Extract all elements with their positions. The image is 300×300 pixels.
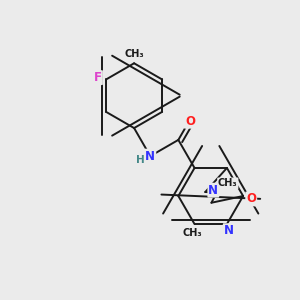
Text: O: O <box>185 115 195 128</box>
Text: N: N <box>208 184 218 197</box>
Text: O: O <box>246 193 256 206</box>
Text: CH₃: CH₃ <box>218 178 238 188</box>
Text: N: N <box>224 224 234 237</box>
Text: F: F <box>94 71 102 84</box>
Text: CH₃: CH₃ <box>124 49 144 59</box>
Text: H: H <box>136 155 144 165</box>
Text: N: N <box>145 150 155 163</box>
Text: CH₃: CH₃ <box>183 228 203 238</box>
